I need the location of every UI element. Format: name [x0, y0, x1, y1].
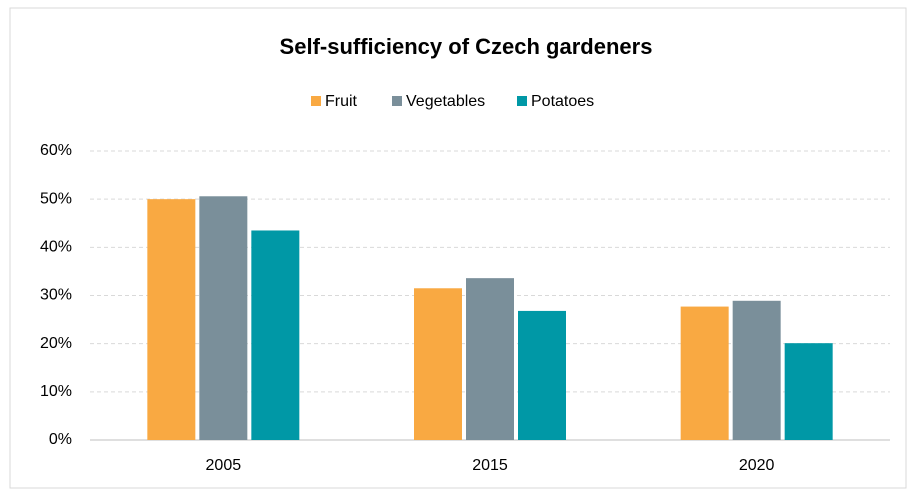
- x-tick-label: 2015: [472, 457, 508, 474]
- x-tick-label: 2020: [739, 457, 775, 474]
- bar: [518, 310, 566, 440]
- bar: [784, 343, 833, 440]
- legend-label: Fruit: [325, 93, 358, 110]
- y-tick-label: 50%: [40, 190, 72, 207]
- y-tick-label: 0%: [49, 431, 72, 448]
- bar: [680, 306, 729, 440]
- legend-swatch: [392, 96, 402, 106]
- legend-label: Vegetables: [406, 93, 485, 110]
- y-tick-label: 10%: [40, 383, 72, 400]
- x-tick-label: 2005: [206, 457, 242, 474]
- bar: [251, 230, 300, 440]
- y-tick-label: 40%: [40, 239, 72, 256]
- y-tick-label: 20%: [40, 335, 72, 352]
- y-tick-label: 60%: [40, 142, 72, 159]
- bar: [466, 278, 514, 440]
- y-tick-label: 30%: [40, 287, 72, 304]
- chart-title: Self-sufficiency of Czech gardeners: [280, 34, 653, 59]
- bar: [199, 196, 248, 440]
- bar: [147, 199, 196, 440]
- bar: [414, 288, 462, 440]
- legend-swatch: [311, 96, 321, 106]
- legend-label: Potatoes: [531, 93, 594, 110]
- legend-swatch: [517, 96, 527, 106]
- bar: [732, 300, 781, 440]
